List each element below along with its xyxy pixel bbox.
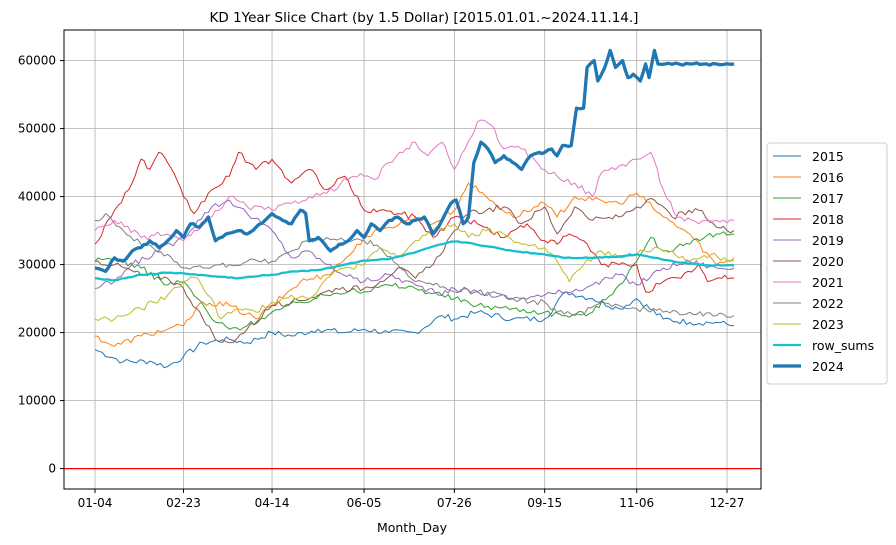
series-line-2020: [94, 197, 735, 344]
series-line-2021: [94, 119, 735, 242]
legend-label: 2022: [812, 296, 844, 311]
legend-label: 2021: [812, 275, 844, 290]
x-tick-label: 07-26: [437, 496, 472, 510]
x-tick-label: 04-14: [255, 496, 290, 510]
y-tick-label: 30000: [18, 258, 56, 272]
series-line-2018: [94, 151, 735, 293]
series-line-row_sums: [94, 240, 735, 282]
grid: [64, 30, 761, 489]
legend-entry: 2019: [773, 233, 844, 248]
chart-title: KD 1Year Slice Chart (by 1.5 Dollar) [20…: [210, 10, 639, 26]
y-tick-label: 40000: [18, 190, 56, 204]
legend-label: 2023: [812, 317, 844, 332]
series-line-2024: [94, 48, 735, 274]
legend-label: 2017: [812, 191, 844, 206]
legend-label: 2015: [812, 149, 844, 164]
legend-entry: 2024: [773, 359, 844, 374]
series-line-2022: [94, 213, 735, 318]
legend-label: 2016: [812, 170, 844, 185]
legend-entry: 2017: [773, 191, 844, 206]
legend-entry: 2018: [773, 212, 844, 227]
legend-entry: 2015: [773, 149, 844, 164]
x-tick-label: 09-15: [527, 496, 562, 510]
y-tick-label: 60000: [18, 54, 56, 68]
y-tick-label: 10000: [18, 394, 56, 408]
legend-label: 2019: [812, 233, 844, 248]
legend: 2015 2016 2017 2018 2019 2020 2021 2022 2023 row_…: [766, 142, 888, 385]
x-tick-label: 06-05: [347, 496, 382, 510]
series-line-2015: [94, 291, 735, 369]
legend-label: 2024: [812, 359, 844, 374]
legend-label: row_sums: [812, 338, 874, 353]
series-lines: [94, 48, 735, 369]
legend-entry: 2021: [773, 275, 844, 290]
x-tick-label: 11-06: [619, 496, 654, 510]
legend-entry: 2016: [773, 170, 844, 185]
y-tick-label: 0: [48, 462, 56, 476]
legend-entry: 2020: [773, 254, 844, 269]
legend-entry: 2022: [773, 296, 844, 311]
series-line-2017: [94, 231, 735, 331]
x-axis-ticks: 01-04 02-23 04-14 06-05 07-26 09-15 11-06 12-27: [78, 489, 745, 510]
x-tick-label: 12-27: [710, 496, 745, 510]
y-axis-ticks: 0 10000 20000 30000 40000 50000 60000: [18, 54, 64, 476]
x-axis-label: Month_Day: [377, 520, 448, 535]
legend-entry: 2023: [773, 317, 844, 332]
x-tick-label: 02-23: [166, 496, 201, 510]
y-tick-label: 50000: [18, 122, 56, 136]
legend-entry: row_sums: [773, 338, 874, 353]
legend-label: 2020: [812, 254, 844, 269]
x-tick-label: 01-04: [78, 496, 113, 510]
plot-frame: [63, 29, 762, 490]
series-line-2016: [94, 182, 735, 347]
series-line-2023: [94, 223, 735, 322]
legend-label: 2018: [812, 212, 844, 227]
series-line-2019: [94, 199, 735, 301]
y-tick-label: 20000: [18, 326, 56, 340]
